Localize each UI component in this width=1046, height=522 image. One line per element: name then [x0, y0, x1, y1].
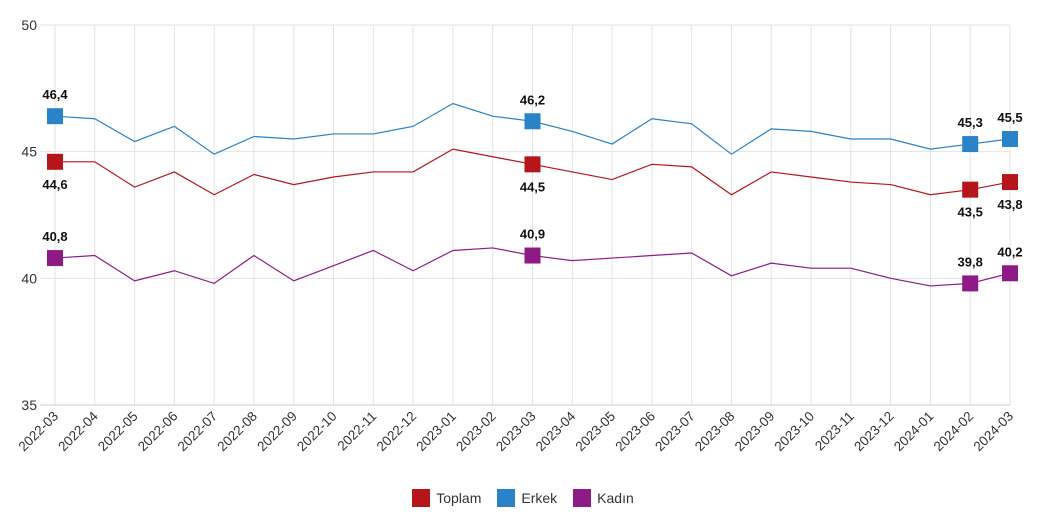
x-tick-label: 2024-02	[931, 409, 977, 455]
x-tick-label: 2022-05	[95, 409, 141, 455]
data-point-marker	[524, 113, 541, 130]
data-point-marker	[47, 250, 63, 267]
x-tick-label: 2024-01	[891, 409, 937, 455]
data-label: 40,9	[520, 227, 545, 242]
x-tick-label: 2022-12	[374, 409, 420, 455]
data-label: 44,5	[520, 179, 545, 194]
x-tick-label: 2024-03	[970, 409, 1016, 455]
data-label: 46,4	[42, 87, 68, 102]
y-tick-label: 35	[21, 397, 37, 413]
legend-label: Kadın	[597, 490, 634, 506]
data-label: 45,3	[958, 115, 983, 130]
data-label: 40,8	[42, 229, 67, 244]
x-tick-label: 2023-04	[533, 408, 579, 454]
y-tick-label: 50	[21, 17, 37, 33]
x-tick-label: 2022-04	[55, 408, 101, 454]
data-label: 40,2	[997, 244, 1022, 259]
legend-label: Erkek	[521, 490, 558, 506]
y-tick-label: 40	[21, 270, 37, 286]
data-point-marker	[1002, 174, 1018, 191]
legend-swatch	[412, 489, 431, 507]
legend-label: Toplam	[436, 490, 482, 506]
legend-swatch	[573, 489, 592, 507]
x-tick-label: 2023-12	[851, 409, 897, 455]
data-point-marker	[1002, 265, 1018, 282]
y-tick-label: 45	[21, 144, 37, 160]
legend-item-erkek[interactable]: Erkek	[497, 489, 557, 507]
legend-swatch	[497, 489, 516, 507]
data-point-marker	[1002, 131, 1018, 147]
data-label: 45,5	[997, 110, 1022, 125]
data-point-marker	[47, 108, 63, 125]
x-tick-label: 2022-06	[135, 409, 181, 455]
legend-item-toplam[interactable]: Toplam	[412, 489, 481, 507]
x-tick-label: 2022-09	[254, 409, 300, 455]
x-tick-label: 2023-07	[652, 409, 698, 455]
data-label: 44,6	[42, 177, 67, 192]
x-tick-label: 2022-08	[214, 409, 260, 455]
legend-item-kadin[interactable]: Kadın	[573, 489, 634, 507]
data-point-marker	[524, 247, 541, 264]
x-tick-label: 2023-09	[732, 409, 778, 455]
data-label: 39,8	[958, 254, 983, 269]
data-point-marker	[47, 153, 63, 170]
x-tick-label: 2022-03	[15, 409, 61, 455]
x-tick-label: 2023-02	[453, 409, 499, 455]
legend: Toplam Erkek Kadın	[0, 489, 1046, 507]
x-tick-label: 2022-11	[335, 409, 380, 454]
x-tick-label: 2023-06	[612, 409, 658, 455]
x-tick-label: 2023-08	[692, 409, 738, 455]
data-point-marker	[524, 156, 541, 173]
x-tick-label: 2023-11	[812, 409, 857, 454]
data-point-marker	[962, 275, 979, 292]
x-tick-label: 2023-10	[772, 409, 818, 455]
x-tick-label: 2023-05	[573, 409, 619, 455]
x-tick-label: 2023-03	[493, 409, 539, 455]
x-tick-label: 2022-07	[175, 409, 221, 455]
data-label: 46,2	[520, 92, 545, 107]
data-point-marker	[962, 136, 979, 153]
data-label: 43,8	[997, 197, 1022, 212]
data-label: 43,5	[958, 205, 983, 220]
data-point-marker	[962, 181, 979, 198]
x-tick-label: 2022-10	[294, 409, 340, 455]
x-tick-label: 2023-01	[413, 409, 459, 455]
